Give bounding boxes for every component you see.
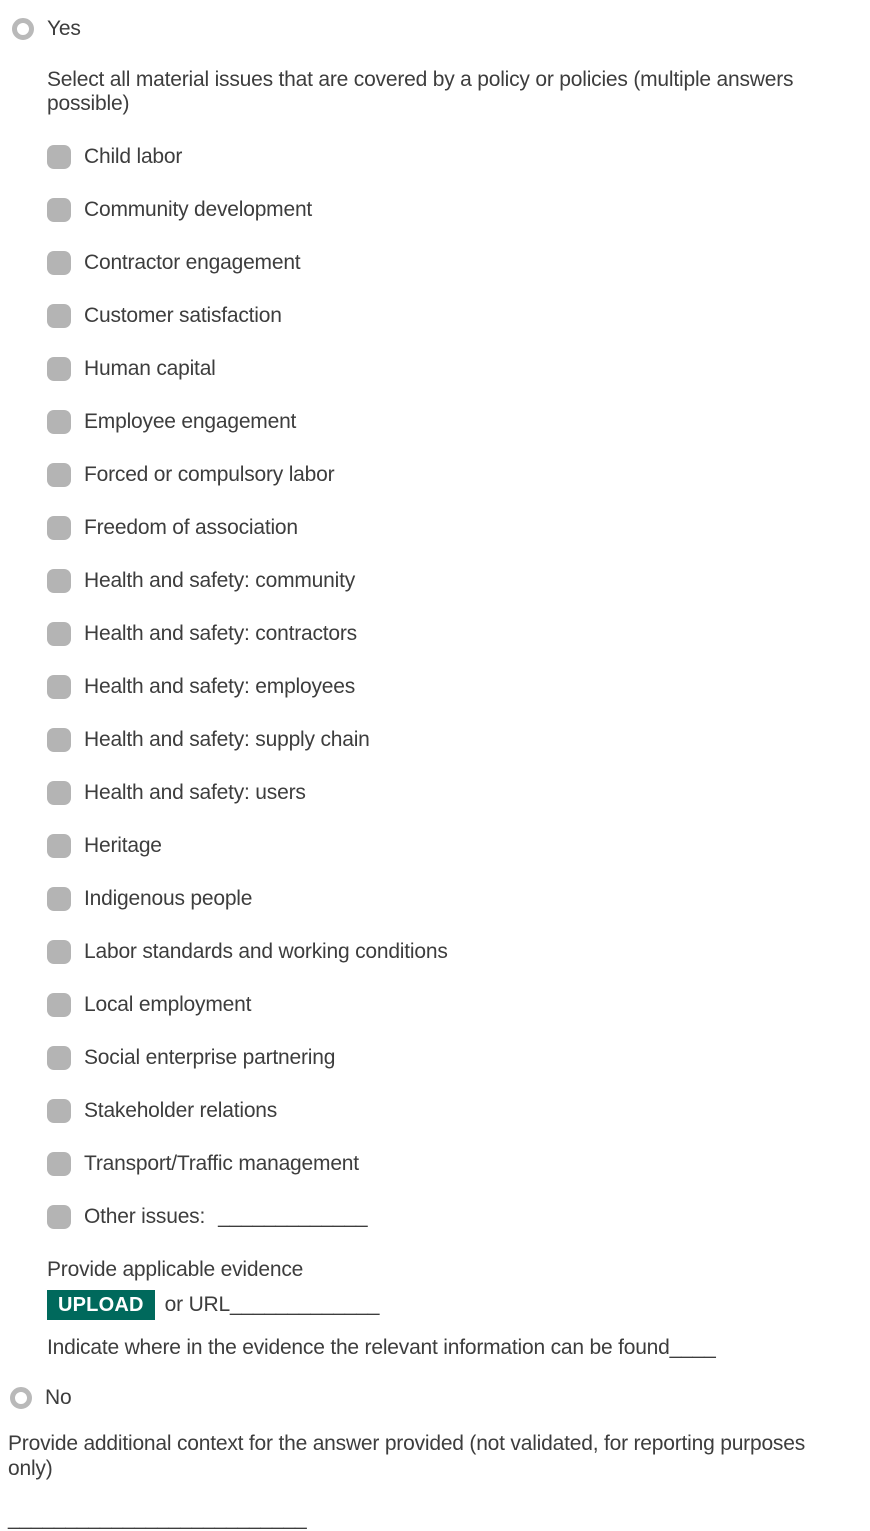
additional-context-input[interactable]: __________________________ xyxy=(8,1507,307,1530)
radio-button-icon[interactable] xyxy=(12,18,34,40)
additional-context-text: Provide additional context for the answe… xyxy=(8,1432,806,1480)
checkbox-icon[interactable] xyxy=(47,198,71,222)
checkbox-icon[interactable] xyxy=(47,1205,71,1229)
checkbox-icon[interactable] xyxy=(47,940,71,964)
checkbox-icon[interactable] xyxy=(47,410,71,434)
checkbox-label: Health and safety: community xyxy=(84,569,356,592)
checkbox-icon[interactable] xyxy=(47,569,71,593)
checkbox-label: Freedom of association xyxy=(84,516,298,539)
checkbox-label: Contractor engagement xyxy=(84,251,301,274)
checkbox-icon[interactable] xyxy=(47,357,71,381)
checkbox-label: Heritage xyxy=(84,834,162,857)
checkbox-icon[interactable] xyxy=(47,675,71,699)
checkbox-icon[interactable] xyxy=(47,145,71,169)
question-intro-text: Select all material issues that are cove… xyxy=(47,68,794,115)
checkbox-icon[interactable] xyxy=(47,728,71,752)
checkbox-option-forced-labor[interactable]: Forced or compulsory labor xyxy=(47,463,870,487)
checkbox-label: Indigenous people xyxy=(84,887,253,910)
checkbox-icon[interactable] xyxy=(47,463,71,487)
indicate-evidence-input[interactable]: ____ xyxy=(669,1336,716,1359)
material-issues-checkbox-list: Child labor Community development Contra… xyxy=(47,145,870,1229)
url-text-input[interactable]: _____________ xyxy=(229,1293,380,1316)
checkbox-option-community-development[interactable]: Community development xyxy=(47,198,870,222)
checkbox-icon[interactable] xyxy=(47,516,71,540)
checkbox-option-hs-contractors[interactable]: Health and safety: contractors xyxy=(47,622,870,646)
checkbox-label: Health and safety: employees xyxy=(84,675,356,698)
checkbox-icon[interactable] xyxy=(47,1046,71,1070)
checkbox-option-child-labor[interactable]: Child labor xyxy=(47,145,870,169)
radio-button-icon[interactable] xyxy=(10,1387,32,1409)
indicate-evidence-row: Indicate where in the evidence the relev… xyxy=(47,1336,870,1360)
or-url-label: or URL xyxy=(164,1293,231,1316)
checkbox-option-stakeholder-relations[interactable]: Stakeholder relations xyxy=(47,1099,870,1123)
checkbox-option-hs-employees[interactable]: Health and safety: employees xyxy=(47,675,870,699)
checkbox-icon[interactable] xyxy=(47,304,71,328)
checkbox-label: Other issues: xyxy=(84,1205,206,1228)
checkbox-option-freedom-of-association[interactable]: Freedom of association xyxy=(47,516,870,540)
checkbox-option-employee-engagement[interactable]: Employee engagement xyxy=(47,410,870,434)
checkbox-icon[interactable] xyxy=(47,251,71,275)
checkbox-label: Labor standards and working conditions xyxy=(84,940,448,963)
checkbox-label: Health and safety: supply chain xyxy=(84,728,370,751)
checkbox-option-hs-supply-chain[interactable]: Health and safety: supply chain xyxy=(47,728,870,752)
checkbox-icon[interactable] xyxy=(47,781,71,805)
checkbox-label: Forced or compulsory labor xyxy=(84,463,335,486)
radio-yes-label: Yes xyxy=(47,17,81,40)
checkbox-icon[interactable] xyxy=(47,1152,71,1176)
checkbox-option-contractor-engagement[interactable]: Contractor engagement xyxy=(47,251,870,275)
radio-no-label: No xyxy=(45,1386,72,1409)
radio-option-yes[interactable]: Yes xyxy=(0,17,870,41)
yes-followup-block: Select all material issues that are cove… xyxy=(47,68,870,1360)
checkbox-option-hs-users[interactable]: Health and safety: users xyxy=(47,781,870,805)
checkbox-option-human-capital[interactable]: Human capital xyxy=(47,357,870,381)
other-issues-text-input[interactable]: _____________ xyxy=(218,1205,368,1228)
evidence-upload-row: UPLOAD or URL _____________ xyxy=(47,1290,870,1320)
checkbox-label: Health and safety: contractors xyxy=(84,622,357,645)
checkbox-label: Community development xyxy=(84,198,313,221)
checkbox-icon[interactable] xyxy=(47,834,71,858)
checkbox-label: Human capital xyxy=(84,357,216,380)
checkbox-label: Health and safety: users xyxy=(84,781,306,804)
checkbox-option-local-employment[interactable]: Local employment xyxy=(47,993,870,1017)
checkbox-option-indigenous-people[interactable]: Indigenous people xyxy=(47,887,870,911)
checkbox-icon[interactable] xyxy=(47,622,71,646)
checkbox-option-heritage[interactable]: Heritage xyxy=(47,834,870,858)
checkbox-option-customer-satisfaction[interactable]: Customer satisfaction xyxy=(47,304,870,328)
checkbox-icon[interactable] xyxy=(47,1099,71,1123)
checkbox-label: Local employment xyxy=(84,993,252,1016)
evidence-prompt-text: Provide applicable evidence xyxy=(47,1258,304,1281)
checkbox-icon[interactable] xyxy=(47,887,71,911)
checkbox-option-other-issues[interactable]: Other issues: _____________ xyxy=(47,1205,870,1229)
upload-button[interactable]: UPLOAD xyxy=(47,1290,155,1320)
indicate-evidence-text: Indicate where in the evidence the relev… xyxy=(47,1336,670,1359)
checkbox-label: Employee engagement xyxy=(84,410,297,433)
checkbox-icon[interactable] xyxy=(47,993,71,1017)
radio-option-no[interactable]: No xyxy=(0,1386,870,1410)
checkbox-option-labor-standards[interactable]: Labor standards and working conditions xyxy=(47,940,870,964)
checkbox-option-social-enterprise[interactable]: Social enterprise partnering xyxy=(47,1046,870,1070)
checkbox-label: Transport/Traffic management xyxy=(84,1152,359,1175)
checkbox-option-transport-traffic[interactable]: Transport/Traffic management xyxy=(47,1152,870,1176)
checkbox-label: Child labor xyxy=(84,145,183,168)
checkbox-label: Social enterprise partnering xyxy=(84,1046,336,1069)
checkbox-label: Stakeholder relations xyxy=(84,1099,278,1122)
checkbox-option-hs-community[interactable]: Health and safety: community xyxy=(47,569,870,593)
checkbox-label: Customer satisfaction xyxy=(84,304,282,327)
